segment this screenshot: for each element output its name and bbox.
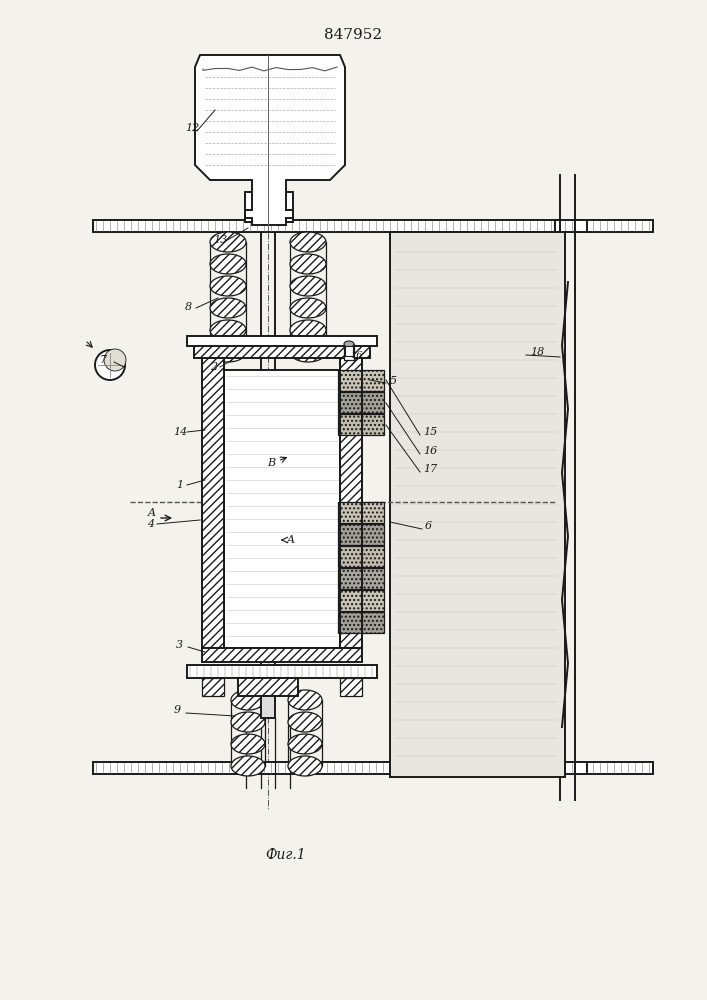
- Bar: [555, 762, 560, 774]
- Bar: [194, 344, 370, 358]
- Bar: [338, 524, 384, 545]
- Bar: [340, 678, 362, 696]
- Text: 7: 7: [100, 355, 107, 365]
- Bar: [245, 192, 293, 222]
- Bar: [338, 546, 384, 567]
- Ellipse shape: [290, 320, 326, 340]
- Bar: [187, 665, 377, 678]
- Text: 6: 6: [425, 521, 432, 531]
- Bar: [93, 220, 653, 232]
- Ellipse shape: [210, 276, 246, 296]
- Bar: [187, 336, 377, 346]
- Ellipse shape: [104, 349, 126, 371]
- Bar: [390, 232, 565, 777]
- Ellipse shape: [288, 712, 322, 732]
- Text: A: A: [148, 508, 156, 518]
- Text: 18: 18: [530, 347, 544, 357]
- Text: 12: 12: [185, 123, 199, 133]
- Bar: [338, 612, 384, 633]
- Bar: [93, 762, 653, 774]
- Ellipse shape: [210, 254, 246, 274]
- Bar: [575, 762, 587, 774]
- Ellipse shape: [290, 232, 326, 252]
- Bar: [261, 192, 275, 220]
- Text: 2: 2: [210, 362, 217, 372]
- Ellipse shape: [231, 712, 265, 732]
- Bar: [238, 678, 298, 696]
- Bar: [202, 648, 362, 662]
- Ellipse shape: [210, 298, 246, 318]
- Bar: [261, 696, 275, 718]
- Text: 847952: 847952: [324, 28, 382, 42]
- Bar: [575, 220, 587, 232]
- Text: 16: 16: [350, 352, 363, 360]
- Text: 17: 17: [423, 464, 437, 474]
- Ellipse shape: [288, 734, 322, 754]
- Text: A: A: [287, 535, 295, 545]
- Bar: [224, 370, 340, 648]
- Text: 16: 16: [423, 446, 437, 456]
- Bar: [338, 568, 384, 589]
- Ellipse shape: [231, 756, 265, 776]
- Polygon shape: [195, 55, 345, 225]
- Bar: [338, 414, 384, 435]
- Bar: [338, 370, 384, 391]
- Text: 5: 5: [390, 376, 397, 386]
- Bar: [338, 590, 384, 611]
- Bar: [344, 344, 354, 360]
- Ellipse shape: [344, 341, 354, 347]
- Text: 3: 3: [176, 640, 183, 650]
- Text: 14: 14: [173, 427, 187, 437]
- Bar: [340, 358, 362, 648]
- Bar: [338, 502, 384, 523]
- Ellipse shape: [95, 350, 125, 380]
- Ellipse shape: [288, 756, 322, 776]
- Ellipse shape: [231, 734, 265, 754]
- Ellipse shape: [290, 276, 326, 296]
- Text: 4: 4: [147, 519, 154, 529]
- Ellipse shape: [288, 690, 322, 710]
- Bar: [340, 358, 362, 648]
- Bar: [555, 220, 560, 232]
- Text: 1: 1: [176, 480, 183, 490]
- Text: Фиг.1: Фиг.1: [266, 848, 306, 862]
- Ellipse shape: [290, 254, 326, 274]
- Ellipse shape: [231, 690, 265, 710]
- Text: 13: 13: [213, 235, 227, 245]
- Bar: [345, 346, 353, 356]
- Ellipse shape: [210, 342, 246, 362]
- Text: 15: 15: [423, 427, 437, 437]
- Ellipse shape: [210, 232, 246, 252]
- Text: 9: 9: [174, 705, 181, 715]
- Ellipse shape: [290, 298, 326, 318]
- Text: 8: 8: [185, 302, 192, 312]
- Ellipse shape: [210, 320, 246, 340]
- Bar: [338, 392, 384, 413]
- Text: B: B: [267, 458, 275, 468]
- Bar: [202, 358, 224, 648]
- Ellipse shape: [290, 342, 326, 362]
- Bar: [202, 678, 224, 696]
